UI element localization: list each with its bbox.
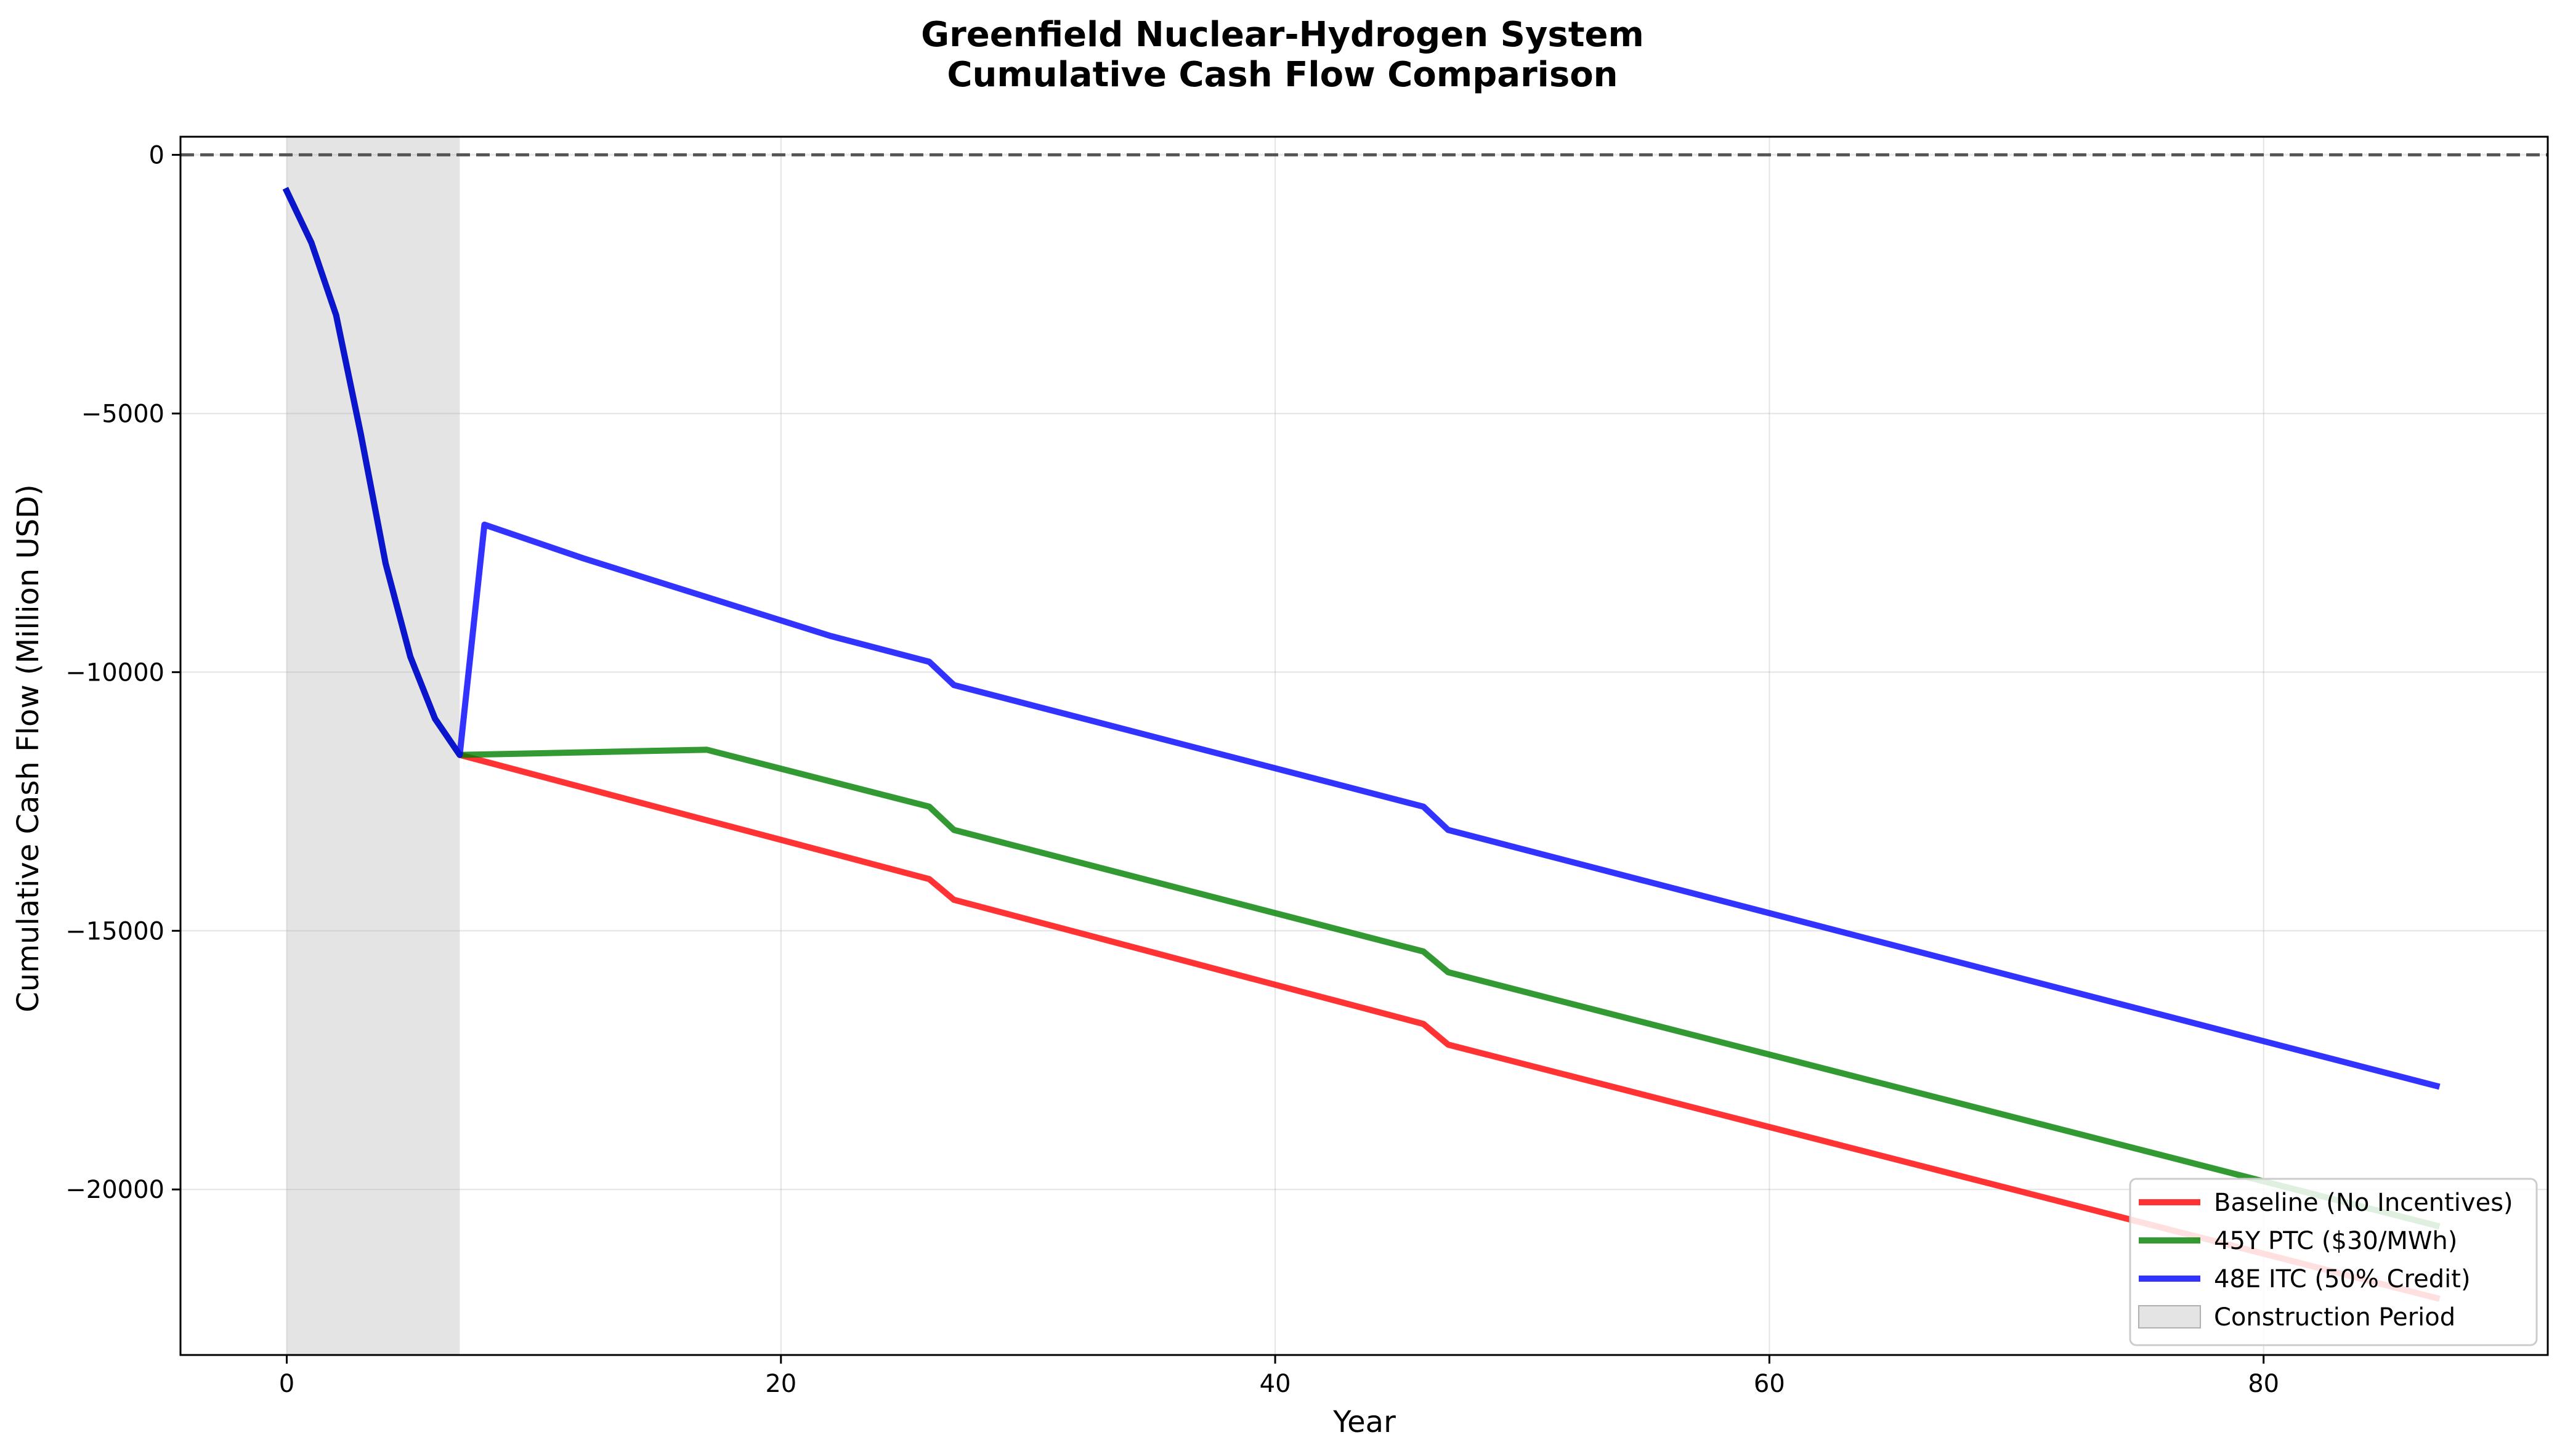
series-line-1 <box>282 187 2441 1230</box>
x-tick-label: 0 <box>279 1370 294 1398</box>
y-tick-label: 0 <box>149 141 164 169</box>
series-line-0 <box>282 187 2441 1302</box>
y-tick-label: −10000 <box>65 658 164 687</box>
chart-title-line-1: Greenfield Nuclear-Hydrogen System <box>921 15 1644 55</box>
legend-label-construction: Construction Period <box>2214 1303 2455 1332</box>
y-tick-label: −15000 <box>65 917 164 945</box>
legend-label-0: Baseline (No Incentives) <box>2214 1189 2513 1217</box>
y-tick-label: −20000 <box>65 1176 164 1204</box>
legend-box <box>2129 1178 2538 1346</box>
y-tick-label: −5000 <box>81 400 164 428</box>
x-tick-label: 20 <box>765 1370 796 1398</box>
legend: Baseline (No Incentives) 45Y PTC ($30/MWh… <box>2129 1178 2538 1346</box>
series-line-2 <box>282 187 2441 1090</box>
x-axis-label: Year <box>1332 1405 1396 1439</box>
plot-area: 0 20 40 60 80 0 −5000 −10000 −15000 −20000 <box>65 135 2549 1398</box>
plot-frame <box>179 135 2549 1356</box>
x-tick-label: 60 <box>1754 1370 1785 1398</box>
construction-period-region <box>286 137 460 1355</box>
chart-title-line-2: Cumulative Cash Flow Comparison <box>947 55 1618 95</box>
legend-label-1: 45Y PTC ($30/MWh) <box>2214 1227 2457 1255</box>
legend-label-2: 48E ITC (50% Credit) <box>2214 1265 2471 1293</box>
y-axis-label: Cumulative Cash Flow (Million USD) <box>11 484 46 1012</box>
x-tick-label: 40 <box>1260 1370 1291 1398</box>
legend-swatch-construction <box>2138 1305 2201 1329</box>
x-tick-label: 80 <box>2248 1370 2279 1398</box>
